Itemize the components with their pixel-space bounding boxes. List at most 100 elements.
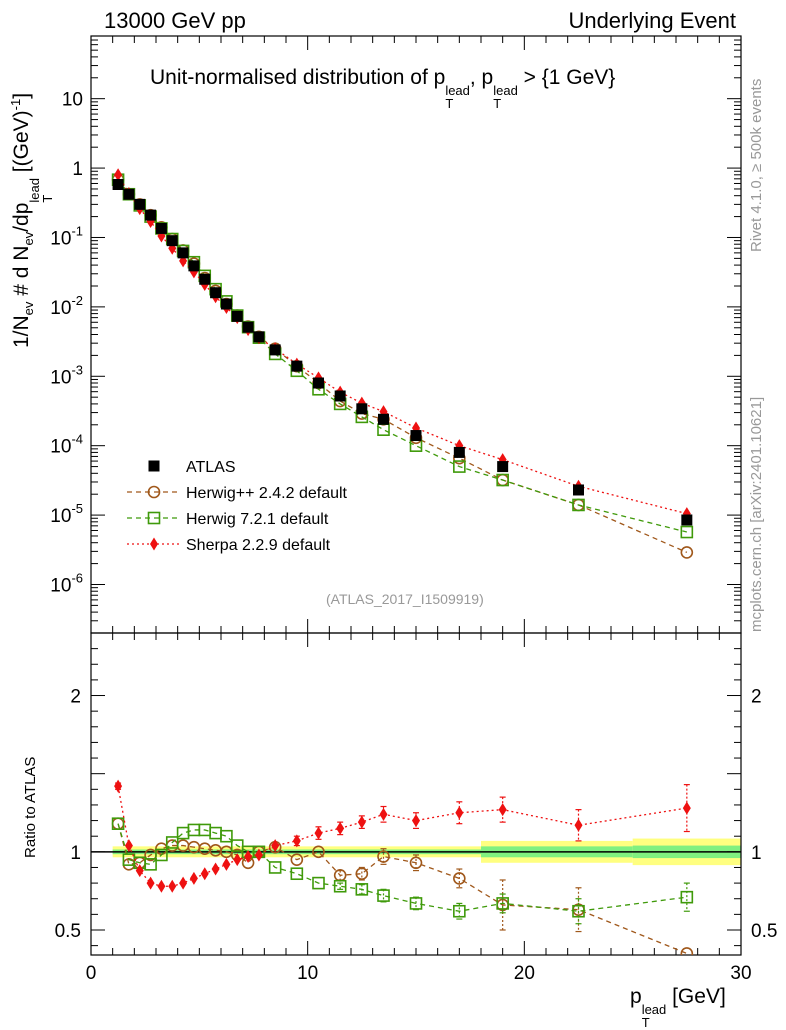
data-point: [573, 484, 584, 496]
legend-label: ATLAS: [186, 459, 236, 476]
ratio-point: [146, 876, 155, 890]
ratio-point: [409, 856, 423, 870]
ratio-y-tick-label: 2: [70, 687, 81, 708]
data-point: [188, 260, 200, 272]
data-point: [199, 273, 211, 285]
ratio-point: [680, 947, 694, 955]
ratio-point: [144, 858, 157, 871]
y-tick-label: 10-6: [50, 570, 83, 596]
ratio-point: [200, 867, 209, 881]
ratio-point: [135, 864, 144, 878]
ratio-point: [355, 867, 369, 881]
ratio-point: [409, 897, 423, 910]
ratio-point: [682, 801, 691, 815]
data-point: [453, 460, 466, 473]
ratio-series-herwig-7-2-1-default: [111, 817, 694, 925]
data-point: [112, 178, 124, 190]
data-point: [269, 344, 281, 356]
ratio-point: [453, 872, 466, 885]
ratio-point: [124, 839, 133, 853]
ratio-point: [220, 829, 233, 843]
data-point: [410, 430, 422, 442]
ratio-y-tick-label-right: 2: [751, 687, 762, 708]
ratio-point: [453, 904, 466, 918]
ratio-point: [333, 879, 347, 893]
header-right: Underlying Event: [568, 8, 736, 33]
data-point: [496, 473, 509, 487]
y-tick-label: 1: [72, 159, 83, 180]
legend: ATLAS Herwig++ 2.4.2 default Herwig 7.2.1 …: [127, 459, 348, 554]
ratio-point: [314, 826, 323, 840]
y-tick-label: 10-5: [50, 501, 83, 527]
legend-label: Herwig++ 2.4.2 default: [186, 485, 348, 502]
ratio-point: [111, 817, 125, 830]
ratio-point: [336, 821, 345, 835]
x-axis-label: p lead T [GeV]: [630, 985, 726, 1030]
data-point: [166, 235, 178, 247]
ratio-point: [377, 889, 390, 902]
ratio-line: [117, 823, 688, 955]
plot-title: Unit-normalised distribution of p lead T, …: [150, 66, 616, 111]
ratio-point: [455, 806, 464, 820]
data-point: [334, 390, 346, 402]
ratio-point: [233, 853, 242, 867]
legend-marker: [150, 537, 158, 551]
data-point: [377, 423, 390, 436]
ratio-point: [271, 839, 280, 853]
ratio-point: [222, 857, 231, 871]
ratio-y-tick-label-right: 0.5: [751, 921, 777, 942]
data-point: [145, 209, 157, 221]
y-tick-label: 10-2: [50, 293, 83, 319]
y-tick-label: 10-1: [50, 223, 83, 249]
analysis-watermark: (ATLAS_2017_I1509919): [326, 591, 484, 607]
ratio-point: [290, 867, 304, 881]
data-point: [291, 360, 303, 372]
ratio-y-tick-label: 0.5: [55, 921, 81, 942]
ratio-point: [254, 848, 263, 862]
data-point: [453, 446, 465, 458]
legend-marker: [147, 485, 161, 499]
ratio-point: [155, 848, 168, 862]
y-tick-label: 10: [62, 90, 83, 111]
ratio-point: [498, 803, 507, 817]
ratio-line: [117, 823, 687, 912]
ratio-point: [165, 836, 179, 849]
data-point: [242, 321, 254, 333]
ratio-point: [290, 853, 304, 866]
ratio-point: [412, 814, 420, 828]
y-tick-label: 10-3: [50, 362, 83, 388]
ratio-point: [357, 815, 366, 829]
ratio-point: [355, 883, 369, 896]
ratio-point: [379, 807, 388, 821]
ratio-point: [244, 850, 253, 864]
x-tick-label: 10: [297, 963, 318, 984]
data-point: [497, 461, 509, 473]
ratio-y-tick-label: 1: [70, 843, 81, 864]
data-point: [253, 331, 265, 343]
legend-marker: [147, 511, 161, 525]
data-point: [210, 287, 222, 299]
data-point: [378, 413, 389, 425]
x-tick-label: 30: [730, 963, 751, 984]
ratio-point: [574, 818, 583, 832]
data-point: [313, 377, 324, 389]
main-series-atlas: [112, 178, 693, 526]
ratio-series-sherpa-2-2-9-default: [114, 779, 691, 893]
ratio-point: [312, 845, 325, 859]
ratio-series-herwig-2-4-2-default: [111, 817, 694, 955]
ratio-point: [211, 862, 220, 876]
ratio-point: [168, 879, 177, 893]
series-line: [117, 179, 687, 533]
data-point: [123, 188, 135, 200]
data-point: [114, 168, 123, 182]
legend-label: Sherpa 2.2.9 default: [186, 537, 331, 554]
data-point: [231, 310, 243, 322]
ratio-point: [377, 850, 390, 863]
data-point: [134, 198, 146, 210]
ratio-point: [496, 897, 509, 910]
data-point: [356, 403, 368, 415]
y-tick-label: 10-4: [50, 432, 83, 458]
data-point: [155, 222, 167, 234]
ratio-point: [680, 890, 694, 904]
